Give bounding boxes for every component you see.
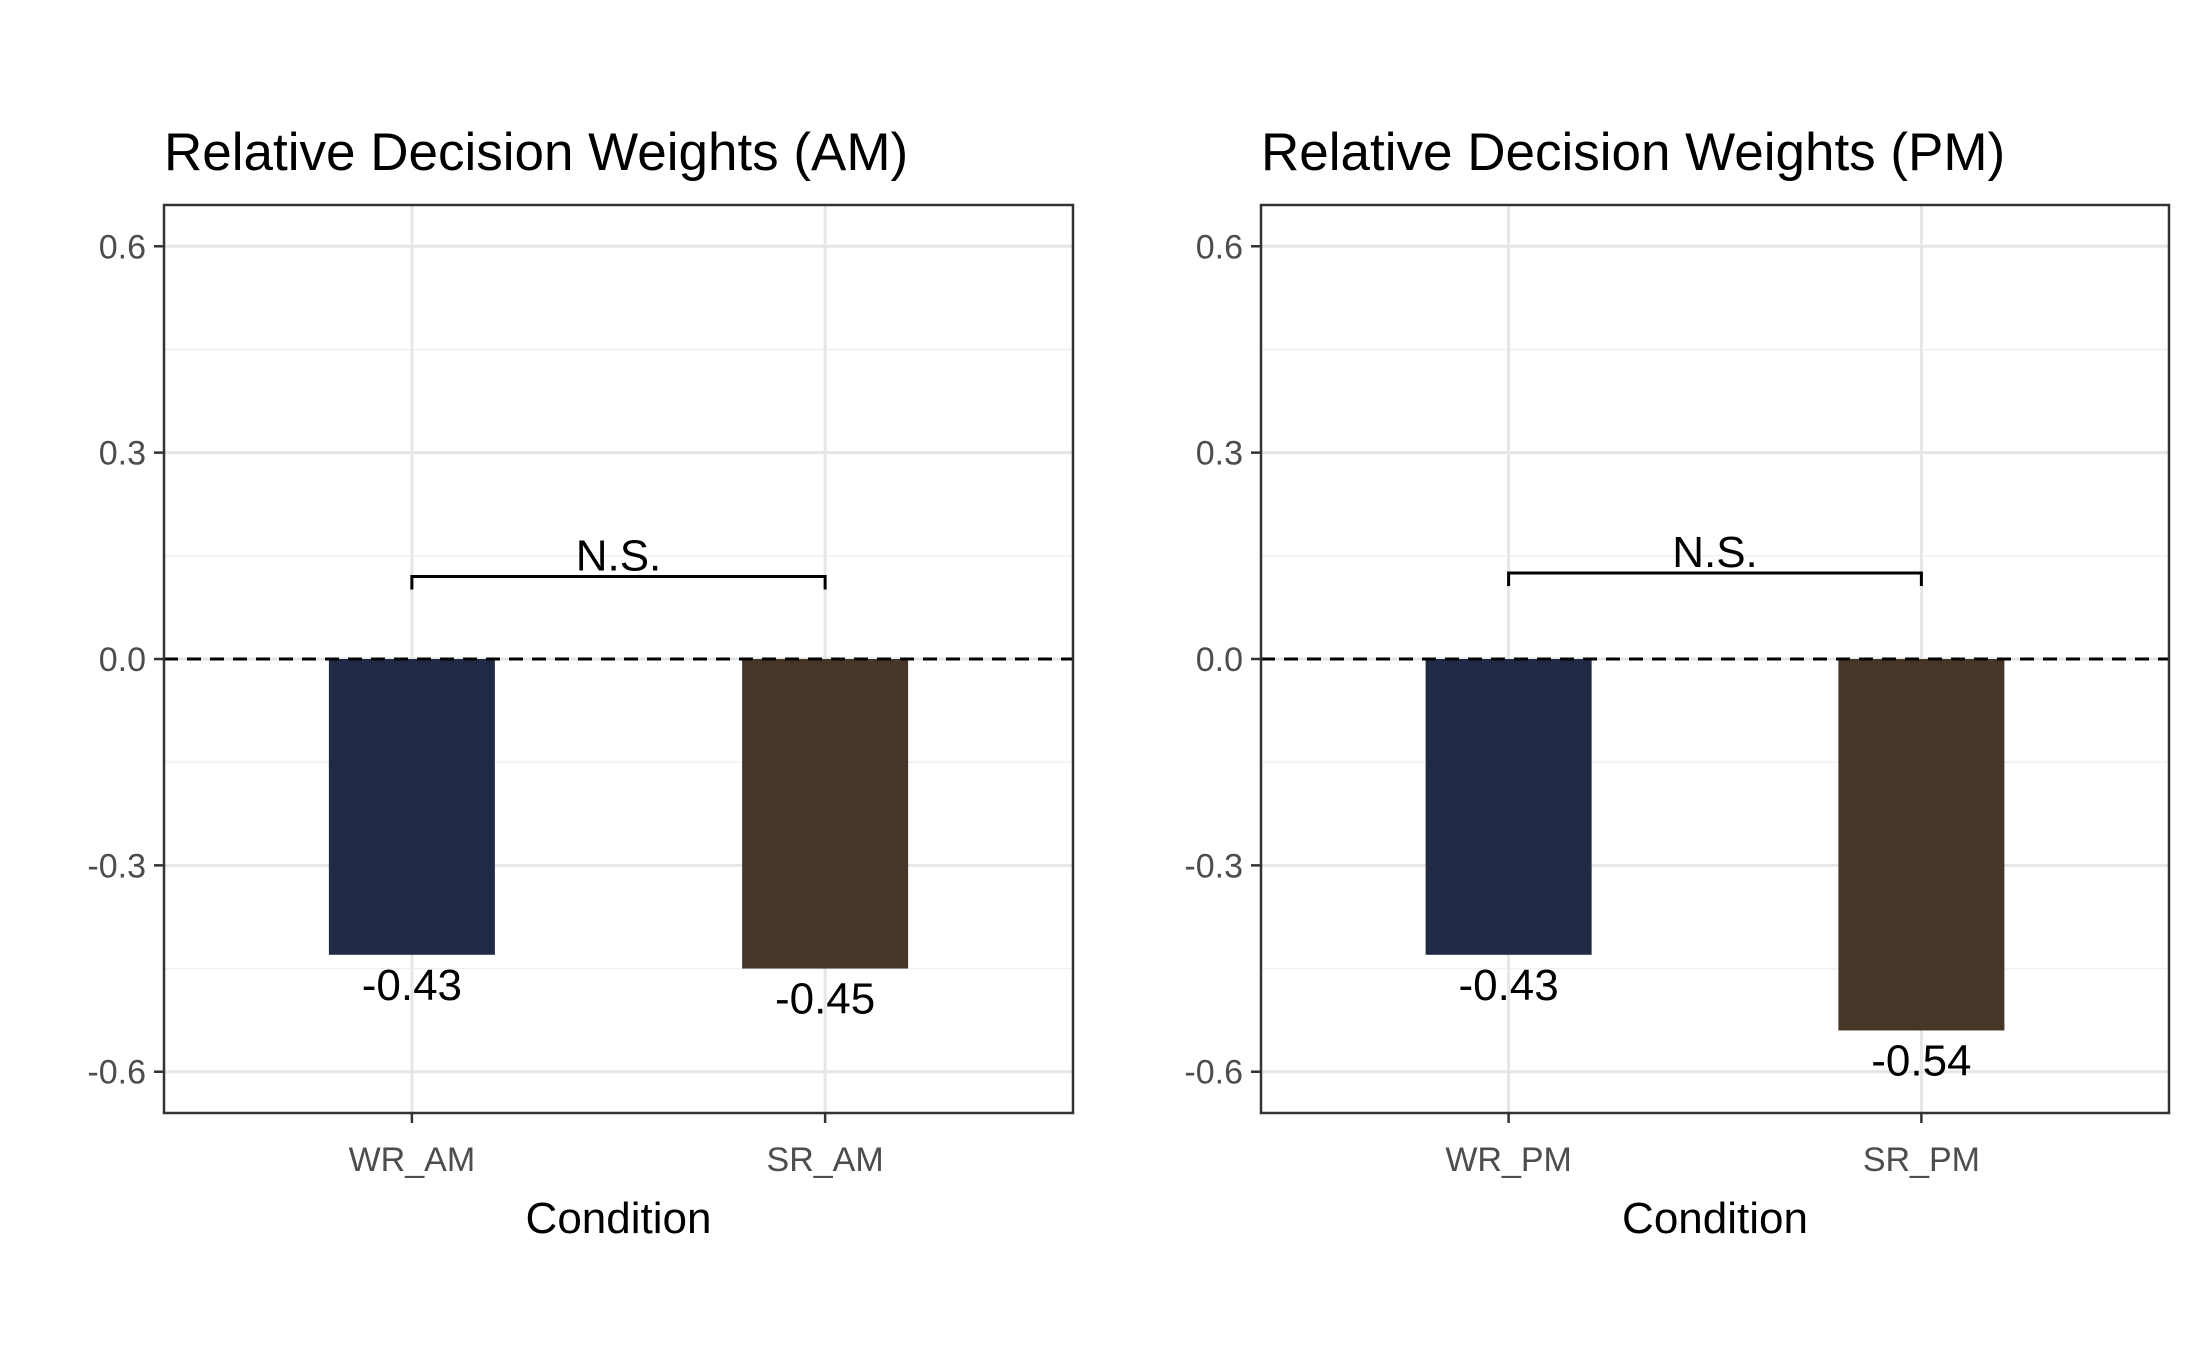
x-tick-label: SR_PM [1863, 1141, 1980, 1179]
y-tick-label: 0.0 [99, 641, 146, 679]
chart-panel-1: -0.43 -0.45 N.S. 0.6 0.3 0.0 -0.3 -0.6 WR_AM SR_A… [87, 123, 1075, 1243]
bar-value-label: -0.45 [775, 975, 875, 1024]
y-tick-label: 0.3 [99, 435, 146, 473]
bar-value-label: -0.54 [1871, 1036, 1971, 1085]
significance-bracket [410, 574, 827, 590]
bar-sr-am [742, 659, 909, 969]
x-axis-title: Condition [1622, 1194, 1808, 1243]
y-tick-label: -0.6 [87, 1054, 146, 1092]
significance-label: N.S. [576, 531, 662, 580]
significance-label: N.S. [1672, 528, 1758, 577]
y-tick-label: 0.6 [99, 228, 146, 266]
y-tick-label: 0.6 [1196, 228, 1243, 266]
bar-wr-am [328, 659, 495, 955]
bar-value-label: -0.43 [362, 961, 462, 1010]
y-tick-label: -0.3 [87, 847, 146, 885]
chart-panel-2: -0.43 -0.54 N.S. 0.6 0.3 0.0 -0.3 -0.6 WR_PM SR_P… [1184, 123, 2171, 1243]
chart-title: Relative Decision Weights (AM) [164, 123, 908, 182]
y-tick-label: 0.0 [1196, 641, 1243, 679]
x-tick-label: WR_AM [349, 1141, 476, 1179]
y-tick-label: -0.3 [1184, 847, 1243, 885]
y-tick-label: 0.3 [1196, 435, 1243, 473]
bar-value-label: -0.43 [1458, 961, 1558, 1010]
bar-wr-pm [1425, 659, 1592, 955]
significance-bracket [1507, 571, 1923, 587]
x-tick-label: WR_PM [1445, 1141, 1572, 1179]
bar-sr-pm [1838, 659, 2005, 1031]
y-tick-label: -0.6 [1184, 1054, 1243, 1092]
x-axis-title: Condition [526, 1194, 712, 1243]
x-tick-label: SR_AM [767, 1141, 884, 1179]
chart-title: Relative Decision Weights (PM) [1261, 123, 2005, 182]
